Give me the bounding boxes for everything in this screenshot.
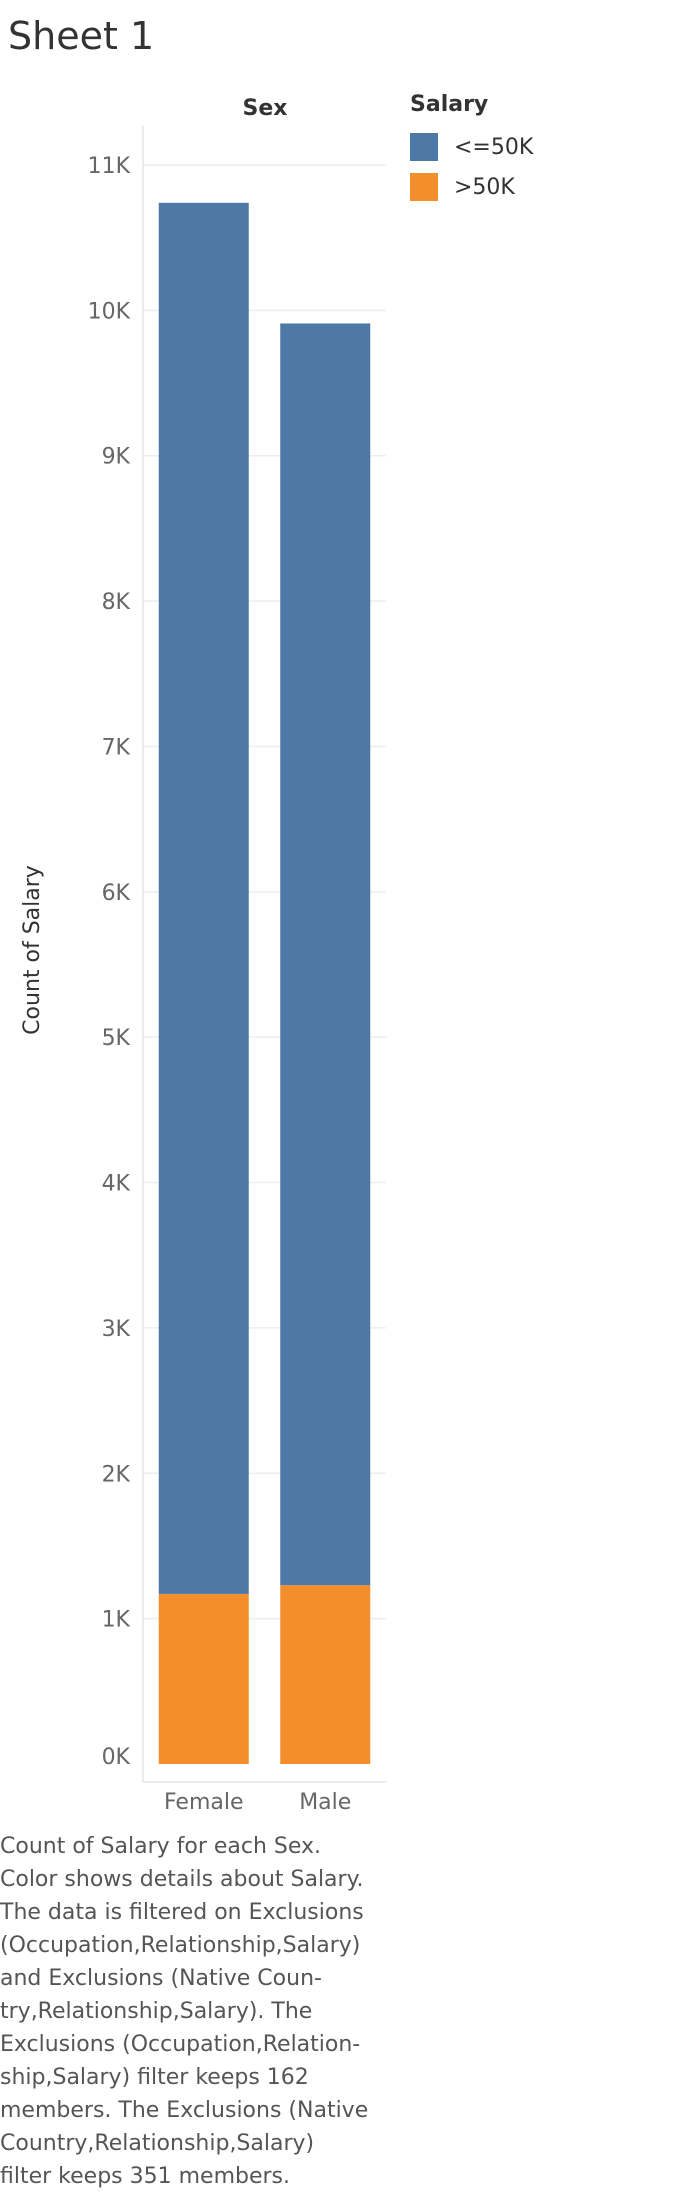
legend-item-le50k[interactable]: <=50K xyxy=(410,127,533,167)
bar-female-le50k[interactable] xyxy=(158,202,249,1594)
y-tick-label: 3K xyxy=(102,1317,131,1342)
y-tick-label: 6K xyxy=(102,881,131,906)
legend-title: Salary xyxy=(410,92,489,117)
y-tick-label: 8K xyxy=(102,590,131,615)
y-tick-label: 1K xyxy=(102,1608,131,1633)
legend-swatch-le50k xyxy=(410,133,438,161)
bar-female-gt50k[interactable] xyxy=(158,1593,249,1764)
sheet-title: Sheet 1 xyxy=(8,14,155,58)
x-tick-label: Female xyxy=(164,1790,244,1815)
stacked-bar-chart: Sex Count of Salary 0K 1K 2K 3K 4K 5K 6K 7K 8K 9K… xyxy=(20,96,386,1815)
legend-label-gt50k: >50K xyxy=(454,174,515,200)
y-axis-title: Count of Salary xyxy=(20,865,45,1035)
y-tick-label: 7K xyxy=(102,735,131,760)
y-tick-label: 9K xyxy=(102,445,131,470)
bar-male-le50k[interactable] xyxy=(280,323,371,1586)
y-tick-label: 5K xyxy=(102,1026,131,1051)
legend-item-gt50k[interactable]: >50K xyxy=(410,167,533,207)
axes xyxy=(142,124,386,1783)
column-header-sex: Sex xyxy=(243,96,288,121)
legend-label-le50k: <=50K xyxy=(454,134,534,160)
y-tick-label: 4K xyxy=(102,1172,131,1197)
x-tick-labels: Female Male xyxy=(164,1790,351,1815)
legend: Salary <=50K >50K xyxy=(410,92,533,207)
legend-swatch-gt50k xyxy=(410,173,438,201)
y-tick-label: 10K xyxy=(88,299,131,324)
y-tick-labels: 0K 1K 2K 3K 4K 5K 6K 7K 8K 9K 10K 11K xyxy=(88,154,131,1770)
y-tick-label: 0K xyxy=(102,1745,131,1770)
bar-male-gt50k[interactable] xyxy=(280,1585,371,1764)
y-tick-label: 11K xyxy=(88,154,131,179)
bars xyxy=(158,202,371,1764)
chart-caption: Count of Salary for each Sex. Color show… xyxy=(0,1834,369,2189)
y-tick-label: 2K xyxy=(102,1462,131,1487)
x-tick-label: Male xyxy=(299,1790,351,1815)
